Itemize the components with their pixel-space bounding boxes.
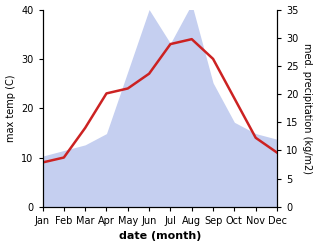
Y-axis label: med. precipitation (kg/m2): med. precipitation (kg/m2) [302, 43, 313, 174]
X-axis label: date (month): date (month) [119, 231, 201, 242]
Y-axis label: max temp (C): max temp (C) [5, 74, 16, 142]
